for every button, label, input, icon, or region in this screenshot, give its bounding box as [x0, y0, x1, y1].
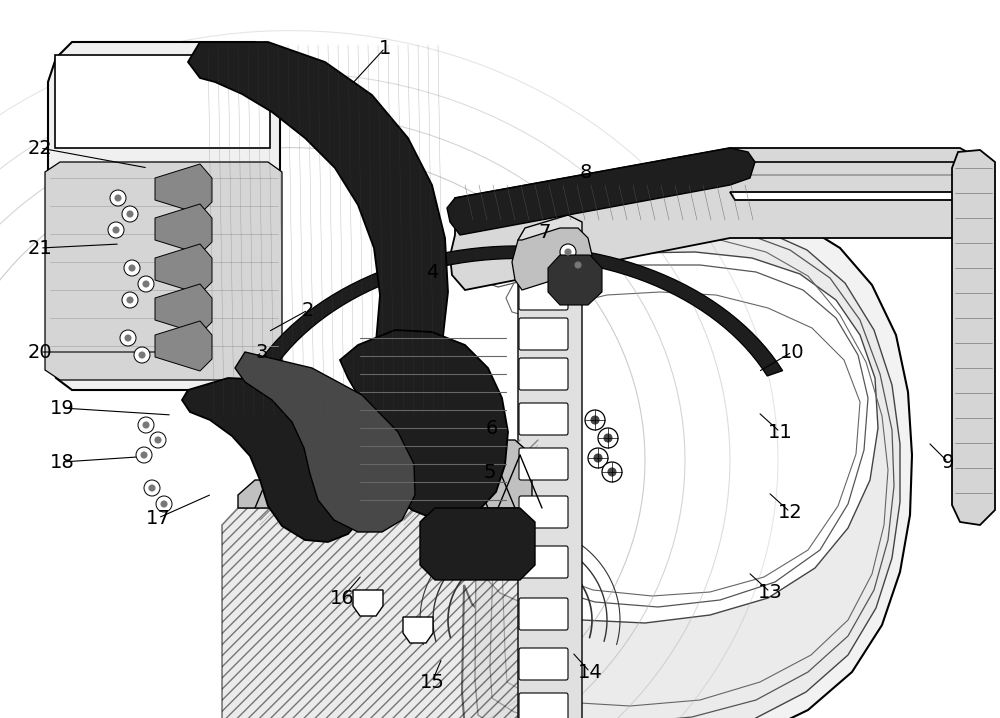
Circle shape — [113, 227, 119, 233]
FancyBboxPatch shape — [519, 318, 568, 350]
Circle shape — [129, 265, 135, 271]
FancyBboxPatch shape — [519, 496, 568, 528]
Circle shape — [141, 452, 147, 458]
Circle shape — [108, 222, 124, 238]
Circle shape — [138, 276, 154, 292]
Circle shape — [110, 190, 126, 206]
Circle shape — [604, 434, 612, 442]
Polygon shape — [155, 164, 212, 214]
Circle shape — [139, 352, 145, 358]
Text: 20: 20 — [28, 342, 52, 361]
Circle shape — [120, 330, 136, 346]
Circle shape — [585, 410, 605, 430]
FancyBboxPatch shape — [519, 546, 568, 578]
Circle shape — [570, 257, 586, 273]
Polygon shape — [450, 148, 982, 290]
Circle shape — [127, 297, 133, 303]
Circle shape — [565, 249, 571, 255]
Circle shape — [591, 416, 599, 424]
FancyBboxPatch shape — [519, 448, 568, 480]
Circle shape — [602, 462, 622, 482]
FancyBboxPatch shape — [519, 278, 568, 310]
Text: 2: 2 — [302, 301, 314, 320]
Polygon shape — [238, 440, 532, 508]
Polygon shape — [240, 246, 783, 399]
Circle shape — [588, 448, 608, 468]
Text: 17: 17 — [146, 508, 170, 528]
Circle shape — [560, 244, 576, 260]
Polygon shape — [155, 321, 212, 371]
Polygon shape — [48, 42, 280, 390]
Circle shape — [149, 485, 155, 491]
FancyBboxPatch shape — [519, 358, 568, 390]
Text: 16: 16 — [330, 589, 354, 607]
Text: 8: 8 — [580, 162, 592, 182]
Text: 11: 11 — [768, 422, 792, 442]
Circle shape — [594, 454, 602, 462]
FancyBboxPatch shape — [519, 598, 568, 630]
Circle shape — [143, 281, 149, 287]
Polygon shape — [55, 55, 270, 148]
Text: 15: 15 — [420, 673, 444, 691]
Circle shape — [608, 468, 616, 476]
Polygon shape — [155, 284, 212, 334]
Polygon shape — [512, 228, 592, 290]
FancyBboxPatch shape — [519, 693, 568, 718]
Circle shape — [122, 292, 138, 308]
Text: 12: 12 — [778, 503, 802, 521]
Text: 3: 3 — [256, 342, 268, 361]
Polygon shape — [468, 210, 900, 718]
Circle shape — [143, 422, 149, 428]
Circle shape — [138, 417, 154, 433]
Polygon shape — [155, 204, 212, 254]
Circle shape — [124, 260, 140, 276]
FancyBboxPatch shape — [519, 403, 568, 435]
Circle shape — [156, 496, 172, 512]
Polygon shape — [456, 198, 912, 718]
Polygon shape — [222, 508, 532, 718]
Text: 5: 5 — [484, 462, 496, 482]
Polygon shape — [188, 42, 448, 415]
Polygon shape — [447, 148, 755, 235]
Polygon shape — [420, 508, 535, 580]
Circle shape — [575, 262, 581, 268]
Circle shape — [122, 206, 138, 222]
Polygon shape — [155, 244, 212, 294]
Text: 22: 22 — [28, 139, 52, 157]
Text: 6: 6 — [486, 419, 498, 437]
Circle shape — [155, 437, 161, 443]
Polygon shape — [340, 330, 508, 519]
Circle shape — [125, 335, 131, 341]
Text: 19: 19 — [50, 398, 74, 417]
Text: 4: 4 — [426, 263, 438, 281]
Circle shape — [115, 195, 121, 201]
FancyBboxPatch shape — [519, 648, 568, 680]
Text: 9: 9 — [942, 452, 954, 472]
Circle shape — [150, 432, 166, 448]
Polygon shape — [952, 150, 995, 525]
Text: 10: 10 — [780, 342, 804, 361]
Circle shape — [134, 347, 150, 363]
Text: 1: 1 — [379, 39, 391, 57]
Circle shape — [144, 480, 160, 496]
Circle shape — [598, 428, 618, 448]
Circle shape — [161, 501, 167, 507]
Polygon shape — [403, 617, 433, 643]
Text: 21: 21 — [28, 238, 52, 258]
Polygon shape — [518, 215, 582, 718]
Polygon shape — [45, 162, 282, 380]
Circle shape — [127, 211, 133, 217]
Text: 14: 14 — [578, 663, 602, 681]
Circle shape — [136, 447, 152, 463]
Polygon shape — [548, 255, 602, 305]
Polygon shape — [235, 352, 415, 532]
Text: 7: 7 — [539, 223, 551, 241]
Polygon shape — [353, 590, 383, 616]
Polygon shape — [182, 378, 372, 542]
Text: 18: 18 — [50, 452, 74, 472]
Text: 13: 13 — [758, 582, 782, 602]
